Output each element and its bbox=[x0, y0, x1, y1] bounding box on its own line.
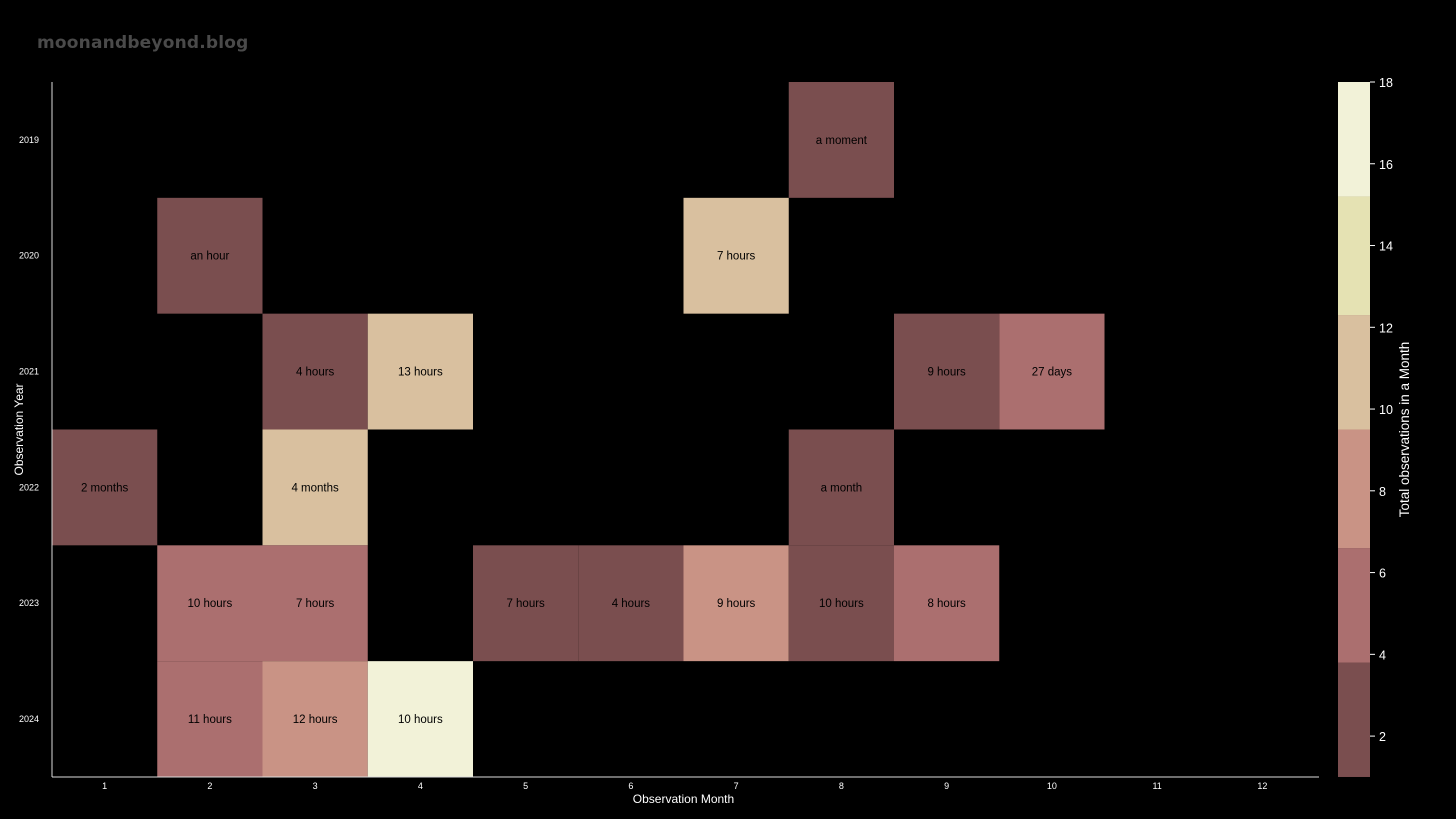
colorbar-segment bbox=[1338, 548, 1370, 663]
colorbar-tick-label: 2 bbox=[1379, 730, 1386, 744]
heatmap-cell bbox=[473, 545, 579, 662]
colorbar-tick-label: 16 bbox=[1379, 158, 1393, 172]
heatmap-cell bbox=[52, 429, 158, 546]
watermark: moonandbeyond.blog bbox=[37, 33, 249, 53]
cell-label: a moment bbox=[816, 135, 868, 147]
x-tick-label: 10 bbox=[1047, 781, 1057, 791]
x-tick-label: 8 bbox=[839, 781, 844, 791]
heatmap-cell bbox=[788, 545, 894, 662]
heatmap-cell bbox=[157, 661, 263, 777]
axes: 1 2 3 4 5 6 7 8 9 10 11 12201920202021202220232024O… bbox=[12, 82, 1319, 806]
heatmap-cell bbox=[788, 82, 894, 198]
cell-label: 8 hours bbox=[927, 598, 966, 610]
x-axis-title: Observation Month bbox=[633, 792, 734, 806]
cell-label: an hour bbox=[190, 251, 229, 263]
cell-label: 7 hours bbox=[296, 598, 335, 610]
colorbar-title: Total observations in a Month bbox=[1397, 342, 1412, 518]
cell-label: 4 hours bbox=[296, 367, 335, 379]
heatmap-cell bbox=[157, 197, 263, 314]
colorbar-tick-label: 18 bbox=[1379, 76, 1393, 90]
colorbar: 2 4 6 8 10 12 14 16 18 Total observations in a Mo… bbox=[1338, 76, 1412, 777]
colorbar-segment bbox=[1338, 662, 1370, 777]
cell-label: 10 hours bbox=[819, 598, 864, 610]
x-tick-label: 9 bbox=[944, 781, 949, 791]
heatmap-cell bbox=[262, 545, 368, 662]
colorbar-segment bbox=[1338, 196, 1370, 316]
heatmap-cell bbox=[262, 661, 368, 777]
heatmap-cell bbox=[262, 313, 368, 430]
cell-label: 9 hours bbox=[717, 598, 756, 610]
cell-label: 4 hours bbox=[612, 598, 651, 610]
y-tick-label: 2019 bbox=[19, 135, 39, 145]
cell-label: 9 hours bbox=[927, 367, 966, 379]
cell-label: 4 months bbox=[291, 482, 339, 494]
colorbar-segment bbox=[1338, 429, 1370, 549]
heatmap-cell bbox=[894, 545, 1000, 662]
colorbar-tick-label: 10 bbox=[1379, 403, 1393, 417]
colorbar-segment bbox=[1338, 315, 1370, 430]
colorbar-tick-label: 6 bbox=[1379, 567, 1386, 581]
x-tick-label: 1 bbox=[102, 781, 107, 791]
heatmap-cell bbox=[367, 313, 473, 430]
cell-label: 27 days bbox=[1032, 367, 1073, 379]
cell-label: 10 hours bbox=[398, 714, 443, 726]
heatmap-cells: a moment an hour 7 hours 4 hours 13 hours 9 h… bbox=[52, 82, 1105, 777]
cell-label: 11 hours bbox=[188, 714, 232, 726]
heatmap-cell bbox=[262, 429, 368, 546]
cell-label: 2 months bbox=[81, 482, 129, 494]
cell-label: 13 hours bbox=[398, 367, 443, 379]
cell-label: 12 hours bbox=[293, 714, 338, 726]
heatmap-cell bbox=[999, 313, 1105, 430]
y-axis-title: Observation Year bbox=[12, 383, 26, 475]
x-tick-label: 6 bbox=[628, 781, 633, 791]
y-tick-label: 2023 bbox=[19, 598, 39, 608]
heatmap-cell bbox=[367, 661, 473, 777]
cell-label: 7 hours bbox=[506, 598, 545, 610]
colorbar-tick-label: 12 bbox=[1379, 321, 1393, 335]
y-tick-label: 2024 bbox=[19, 714, 39, 724]
heatmap-cell bbox=[894, 313, 1000, 430]
x-tick-label: 2 bbox=[207, 781, 212, 791]
x-tick-label: 5 bbox=[523, 781, 528, 791]
heatmap-cell bbox=[788, 429, 894, 546]
x-tick-label: 3 bbox=[313, 781, 318, 791]
cell-label: 7 hours bbox=[717, 251, 756, 263]
y-tick-label: 2021 bbox=[19, 367, 39, 377]
x-tick-label: 12 bbox=[1257, 781, 1267, 791]
x-tick-label: 7 bbox=[734, 781, 739, 791]
colorbar-tick-label: 4 bbox=[1379, 648, 1386, 662]
heatmap-cell bbox=[683, 197, 789, 314]
cell-label: a month bbox=[821, 482, 863, 494]
heatmap-cell bbox=[683, 545, 789, 662]
x-tick-label: 11 bbox=[1152, 781, 1161, 791]
colorbar-tick-label: 14 bbox=[1379, 240, 1393, 254]
y-tick-label: 2022 bbox=[19, 482, 39, 492]
heatmap-cell bbox=[157, 545, 263, 662]
heatmap-cell bbox=[578, 545, 684, 662]
x-tick-label: 4 bbox=[418, 781, 423, 791]
y-tick-label: 2020 bbox=[19, 251, 39, 261]
colorbar-tick-label: 8 bbox=[1379, 485, 1386, 499]
colorbar-segment bbox=[1338, 82, 1370, 197]
cell-label: 10 hours bbox=[187, 598, 232, 610]
